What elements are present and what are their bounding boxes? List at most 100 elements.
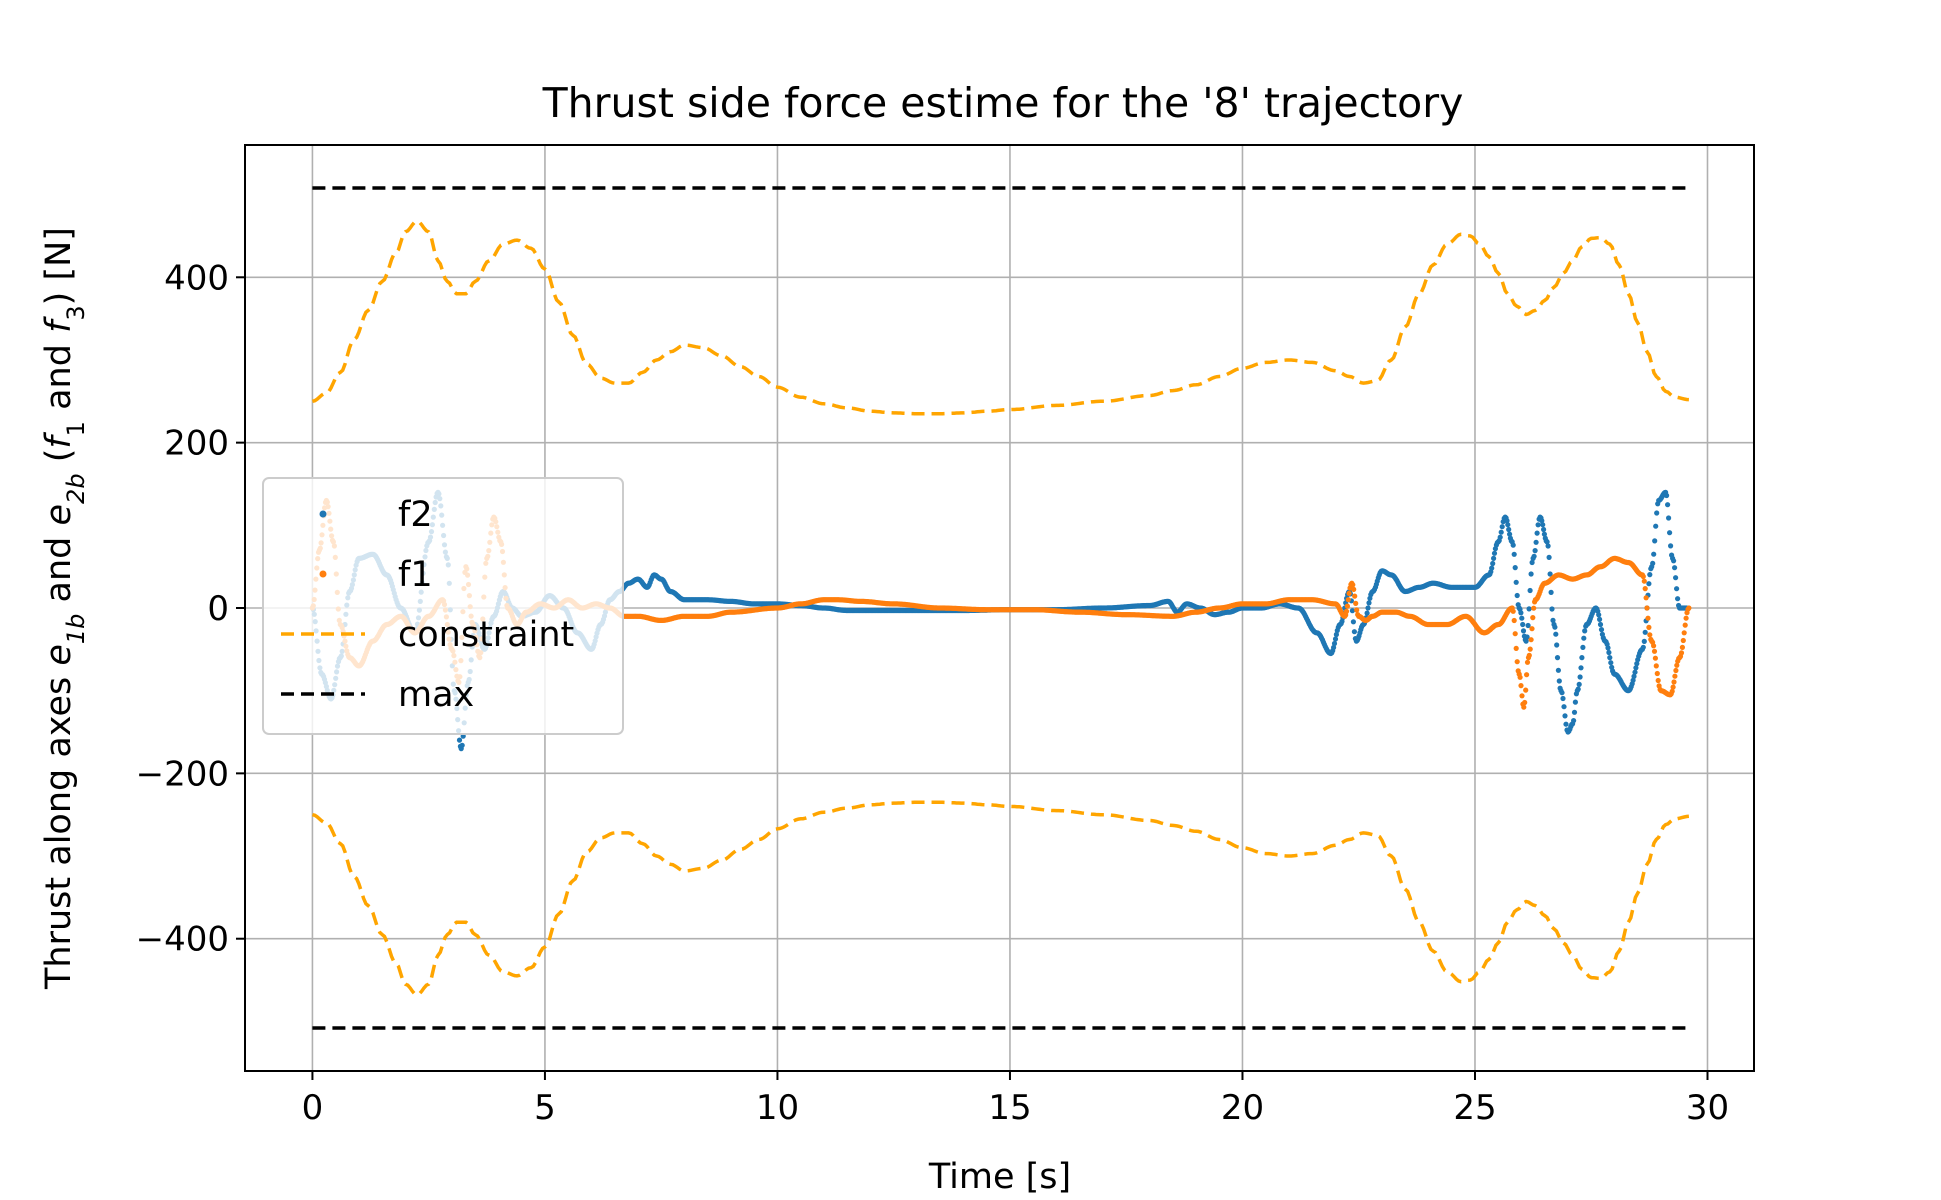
point-f2 [1578, 665, 1584, 671]
point-f2 [1540, 522, 1546, 528]
point-f1 [1354, 607, 1360, 613]
y-label-prefix: Thrust along axes [39, 666, 79, 990]
point-f2 [1523, 638, 1529, 644]
point-f2 [1667, 530, 1673, 536]
point-f1 [1527, 646, 1533, 652]
point-f2 [1605, 645, 1611, 651]
point-f1 [1530, 615, 1536, 621]
legend: f2 f1 constraint max [262, 477, 624, 735]
point-f1 [1682, 622, 1688, 628]
point-f2 [1519, 615, 1525, 621]
point-f1 [1345, 597, 1351, 603]
point-f2 [1598, 627, 1605, 633]
point-f1 [1510, 608, 1516, 614]
point-f1 [1673, 667, 1679, 674]
point-f1 [1522, 699, 1528, 706]
point-f2 [1541, 526, 1547, 533]
point-f1 [1526, 652, 1532, 659]
y-label-and2: and [39, 333, 79, 421]
point-f2 [1528, 571, 1534, 577]
point-f2 [1654, 510, 1660, 516]
point-f2 [1606, 649, 1612, 656]
point-f2 [1533, 539, 1539, 545]
point-f2 [1597, 621, 1604, 628]
point-f1 [1524, 659, 1531, 665]
point-f1 [1654, 670, 1660, 677]
point-f2 [1642, 629, 1648, 635]
point-f1 [1680, 637, 1686, 644]
point-f1 [1653, 663, 1659, 669]
point-f1 [1644, 605, 1650, 611]
point-f1 [1529, 626, 1535, 632]
point-f2 [1545, 543, 1551, 549]
point-f2 [1632, 669, 1638, 675]
y-tick-label: −400 [136, 920, 229, 960]
point-f1 [1517, 674, 1523, 680]
y-label-paren-open: ( [39, 449, 79, 474]
y-label-e2-sub: 2b [62, 473, 90, 504]
point-f2 [1548, 589, 1554, 596]
y-label-suffix: ) [N] [39, 227, 79, 305]
series-constraint-lower [311, 800, 1690, 997]
point-f2 [1577, 674, 1583, 680]
point-f2 [1675, 596, 1681, 602]
point-f2 [1513, 579, 1519, 585]
point-f1 [1344, 603, 1350, 609]
point-f2 [1652, 538, 1658, 544]
point-f2 [1576, 681, 1582, 688]
point-f2 [1672, 565, 1678, 571]
point-f2 [1549, 606, 1555, 612]
point-f1 [1641, 578, 1647, 584]
point-f2 [1491, 555, 1497, 562]
point-f1 [1678, 650, 1685, 656]
x-tick-label: 10 [756, 1088, 799, 1128]
point-f2 [1631, 673, 1637, 680]
legend-label-constraint: constraint [398, 615, 574, 655]
point-f2 [1640, 644, 1646, 650]
x-tick-label: 15 [988, 1088, 1031, 1128]
series-f1 [309, 497, 1692, 710]
point-f2 [456, 737, 463, 743]
point-f1 [1350, 582, 1356, 588]
legend-marker-f2 [319, 510, 327, 518]
y-tick-label: 0 [207, 589, 229, 629]
point-f2 [1597, 616, 1603, 623]
x-axis-label: Time [s] [928, 1157, 1071, 1197]
point-f2 [1580, 644, 1586, 651]
point-f1 [1642, 586, 1648, 592]
point-f2 [1349, 608, 1355, 614]
point-f2 [1505, 522, 1511, 528]
point-f2 [1650, 560, 1656, 567]
point-f2 [1575, 686, 1581, 692]
ticks: 0 5 10 15 20 25 30 −400 −200 0 200 400 [136, 258, 1730, 1128]
point-f2 [1497, 534, 1503, 540]
y-label-e2: e [39, 504, 79, 526]
point-f2 [1547, 571, 1553, 577]
point-f2 [1571, 709, 1578, 715]
point-f2 [1507, 531, 1513, 537]
point-f1 [1672, 673, 1678, 679]
point-f2 [1520, 621, 1526, 628]
chart-title: Thrust side force estime for the '8' tra… [542, 79, 1464, 127]
point-f1 [1353, 600, 1359, 607]
point-f2 [1553, 631, 1559, 637]
point-f1 [1651, 648, 1658, 654]
point-f2 [1559, 690, 1565, 696]
point-f2 [1554, 655, 1561, 661]
point-f2 [1512, 565, 1518, 571]
point-f2 [1510, 542, 1516, 548]
point-f1 [1511, 617, 1517, 624]
point-f2 [1489, 565, 1495, 571]
y-label-e1: e [39, 644, 79, 666]
point-f2 [1581, 635, 1587, 641]
point-f2 [1671, 558, 1677, 564]
point-f1 [1343, 608, 1350, 615]
point-f2 [1518, 610, 1524, 616]
point-f2 [1331, 644, 1337, 651]
point-f2 [1534, 530, 1540, 536]
point-f2 [1520, 628, 1527, 634]
point-f1 [1646, 624, 1652, 631]
point-f1 [1671, 679, 1677, 685]
legend-box [262, 477, 624, 735]
point-f2 [1633, 665, 1639, 671]
